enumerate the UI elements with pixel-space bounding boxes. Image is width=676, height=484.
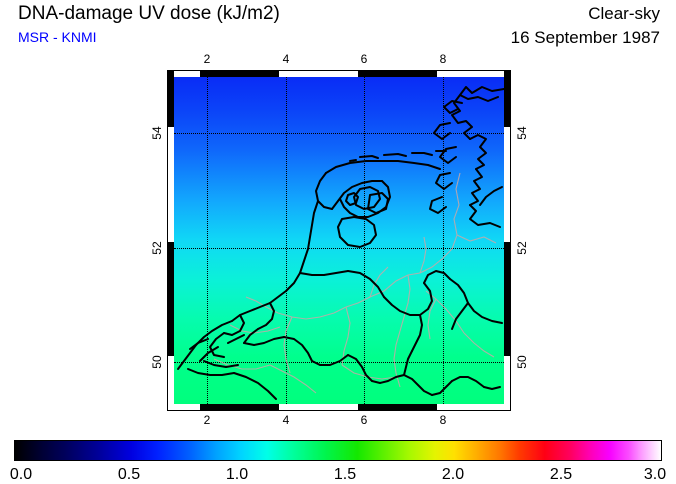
tick-right-54: 54 [515, 126, 529, 140]
colorbar-tick-6: 3.0 [643, 466, 667, 483]
colorbar-gradient [14, 440, 662, 461]
header: DNA-damage UV dose (kJ/m2) MSR - KNMI Cl… [0, 0, 676, 56]
axis-ruler-bottom [168, 404, 510, 410]
gridline-lon-6 [364, 77, 365, 404]
tick-right-50: 50 [515, 355, 529, 369]
rivers-layer [213, 172, 497, 394]
colorbar-tick-3: 1.5 [333, 466, 357, 483]
tick-bottom-3: 6 [360, 413, 368, 427]
tick-top-4: 8 [439, 52, 447, 66]
tick-bottom-2: 4 [282, 413, 290, 427]
tick-left-50: 50 [150, 355, 164, 369]
gridline-lat-50 [174, 362, 504, 363]
colorbar-container: 0.0 0.5 1.0 1.5 2.0 2.5 3.0 [0, 430, 676, 483]
page-title: DNA-damage UV dose (kJ/m2) [18, 3, 280, 24]
tick-bottom-1: 2 [203, 413, 211, 427]
tick-left-52: 52 [150, 241, 164, 255]
tick-left-54: 54 [150, 126, 164, 140]
tick-top-2: 4 [282, 52, 290, 66]
plot-frame [167, 70, 511, 411]
gridline-lon-4 [286, 77, 287, 404]
colorbar-tick-4: 2.0 [441, 466, 465, 483]
tick-right-52: 52 [515, 241, 529, 255]
gridline-lon-2 [207, 77, 208, 404]
colorbar-tick-0: 0.0 [9, 466, 33, 483]
tick-bottom-4: 8 [439, 413, 447, 427]
tick-top-3: 6 [360, 52, 368, 66]
colorbar-tick-2: 1.0 [225, 466, 249, 483]
date-label: 16 September 1987 [510, 28, 660, 47]
geography-overlay [177, 86, 504, 400]
gridline-lon-8 [443, 77, 444, 404]
tick-top-1: 2 [203, 52, 211, 66]
colorbar-tick-5: 2.5 [549, 466, 573, 483]
sky-condition-label: Clear-sky [588, 4, 660, 23]
uv-dose-field [174, 77, 504, 404]
axis-ruler-right [504, 71, 510, 410]
gridline-lat-54 [174, 133, 504, 134]
map-plot [167, 70, 511, 411]
coastline-layer [177, 86, 504, 400]
axis-ruler-top [168, 71, 510, 77]
axis-ruler-left [168, 71, 174, 410]
institution-label: MSR - KNMI [18, 29, 97, 45]
colorbar-tick-1: 0.5 [117, 466, 141, 483]
gridline-lat-52 [174, 248, 504, 249]
